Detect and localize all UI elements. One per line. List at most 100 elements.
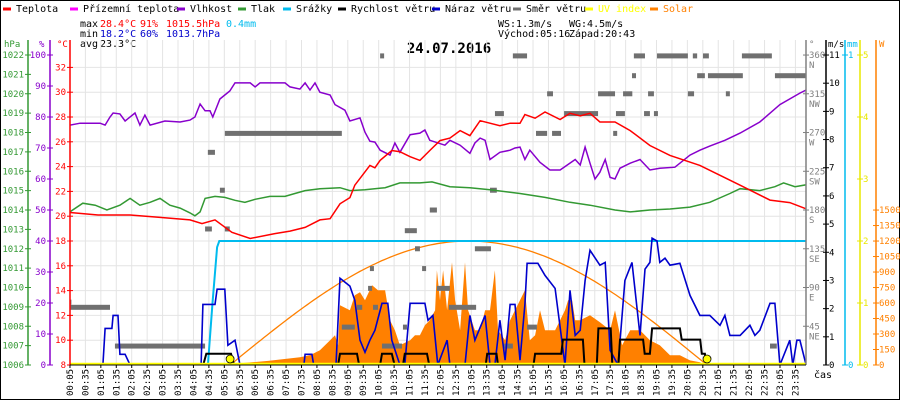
pressure-tick-label: 1020 <box>2 90 24 100</box>
x-tick-label: 03:05 <box>159 369 169 396</box>
humidity-axis-unit: % <box>39 40 45 50</box>
temperature-line <box>70 111 806 240</box>
humidity-tick-label: 60 <box>35 175 46 185</box>
temperature-tick-label: 8 <box>61 361 66 371</box>
uv-tick-label: 4 <box>863 113 868 123</box>
direction-compass-label: SE <box>809 255 820 265</box>
stats-max-pressure: 1015.5hPa <box>166 19 220 30</box>
stats-min-temp: 18.2°C <box>100 29 136 40</box>
x-tick-label: 19:05 <box>653 369 663 396</box>
x-tick-label: 20:05 <box>683 369 693 396</box>
direction-compass-label: E <box>809 294 814 304</box>
x-tick-label: 12:05 <box>436 369 446 396</box>
pressure-tick-label: 1021 <box>2 70 24 80</box>
stats-wind-speed: WS:1.3m/s <box>498 19 552 30</box>
stats-avg-label: avg <box>80 39 98 50</box>
direction-compass-label: NE <box>809 332 820 342</box>
humidity-tick-label: 10 <box>35 330 46 340</box>
wind-direction-mark <box>205 226 212 232</box>
wind-tick-label: 0 <box>829 361 834 371</box>
x-tick-label: 01:05 <box>97 369 107 396</box>
rain-tick-label: 0 <box>848 361 853 371</box>
wind-direction-mark <box>633 53 645 59</box>
wind-tick-label: 1 <box>829 333 834 343</box>
uv-tick-label: 2 <box>863 237 868 247</box>
wind-direction-mark <box>356 304 363 310</box>
wind-direction-mark <box>547 91 553 97</box>
solar-tick-label: 1200 <box>879 237 900 247</box>
pressure-tick-label: 1015 <box>2 187 24 197</box>
wind-direction-mark <box>536 130 548 136</box>
x-tick-label: 16:35 <box>575 369 585 396</box>
solar-tick-label: 900 <box>879 268 895 278</box>
temperature-tick-label: 28 <box>55 113 66 123</box>
wind-direction-mark <box>648 91 654 97</box>
wind-direction-mark <box>207 149 215 155</box>
x-tick-label: 21:35 <box>730 369 740 396</box>
wind-gust-line <box>70 236 806 365</box>
wind-direction-mark <box>429 207 437 213</box>
temperature-tick-label: 10 <box>55 336 66 346</box>
wind-direction-mark <box>527 324 537 330</box>
solar-tick-label: 0 <box>879 361 884 371</box>
pressure-tick-label: 1007 <box>2 342 24 352</box>
rain-tick-label: 1 <box>848 51 853 61</box>
wind-direction-mark <box>381 343 403 349</box>
wind-direction-mark <box>632 73 637 79</box>
legend-label: Náraz větru <box>445 3 511 15</box>
uv-tick-label: 3 <box>863 175 868 185</box>
x-tick-label: 09:35 <box>359 369 369 396</box>
x-tick-label: 17:05 <box>591 369 601 396</box>
humidity-tick-label: 20 <box>35 299 46 309</box>
wind-direction-mark <box>687 91 695 97</box>
stats-max-temp: 28.4°C <box>100 19 136 30</box>
solar-tick-label: 600 <box>879 299 895 309</box>
pressure-axis-unit: hPa <box>4 40 20 50</box>
solar-tick-label: 1500 <box>879 206 900 216</box>
wind-direction-mark <box>564 111 599 117</box>
solar-tick-label: 450 <box>879 315 895 325</box>
direction-compass-label: S <box>809 216 814 226</box>
x-tick-label: 22:05 <box>745 369 755 396</box>
wind-direction-mark <box>697 73 705 79</box>
pressure-tick-label: 1013 <box>2 225 24 235</box>
humidity-tick-label: 80 <box>35 113 46 123</box>
wind-direction-mark <box>402 324 407 330</box>
wind-tick-label: 7 <box>829 164 834 174</box>
x-tick-label: 06:35 <box>267 369 277 396</box>
x-tick-label: 12:35 <box>452 369 462 396</box>
humidity-tick-label: 50 <box>35 206 46 216</box>
pressure-tick-label: 1018 <box>2 129 24 139</box>
solar-tick-label: 750 <box>879 284 895 294</box>
x-tick-label: 02:35 <box>143 369 153 396</box>
temperature-tick-label: 22 <box>55 187 66 197</box>
sunrise-marker <box>225 354 235 364</box>
wind-direction-mark <box>369 266 374 272</box>
x-tick-label: 18:35 <box>637 369 647 396</box>
pressure-tick-label: 1022 <box>2 51 24 61</box>
direction-tick-label: 360 <box>809 51 825 61</box>
humidity-tick-label: 90 <box>35 82 46 92</box>
wind-tick-label: 4 <box>829 248 834 258</box>
x-tick-label: 23:05 <box>776 369 786 396</box>
temperature-tick-label: 24 <box>55 163 66 173</box>
humidity-line <box>70 81 806 181</box>
stats-avg-temp: 23.3°C <box>100 39 136 50</box>
x-tick-label: 02:05 <box>128 369 138 396</box>
wind-direction-mark <box>615 111 625 117</box>
wind-direction-mark <box>114 343 206 349</box>
x-tick-label: 04:05 <box>189 369 199 396</box>
wind-direction-mark <box>613 130 618 136</box>
direction-tick-label: 90 <box>809 284 820 294</box>
sunset-marker <box>702 354 712 364</box>
legend-label: Solar <box>663 4 693 15</box>
temperature-tick-label: 16 <box>55 262 66 272</box>
x-tick-label: 00:05 <box>66 369 76 396</box>
legend-label: Srážky <box>296 3 332 15</box>
wind-direction-mark <box>404 228 417 234</box>
pressure-tick-label: 1006 <box>2 361 24 371</box>
x-tick-label: 14:35 <box>514 369 524 396</box>
wind-direction-mark <box>380 53 385 59</box>
wind-tick-label: 11 <box>829 51 840 61</box>
legend-label: Tlak <box>251 4 275 15</box>
